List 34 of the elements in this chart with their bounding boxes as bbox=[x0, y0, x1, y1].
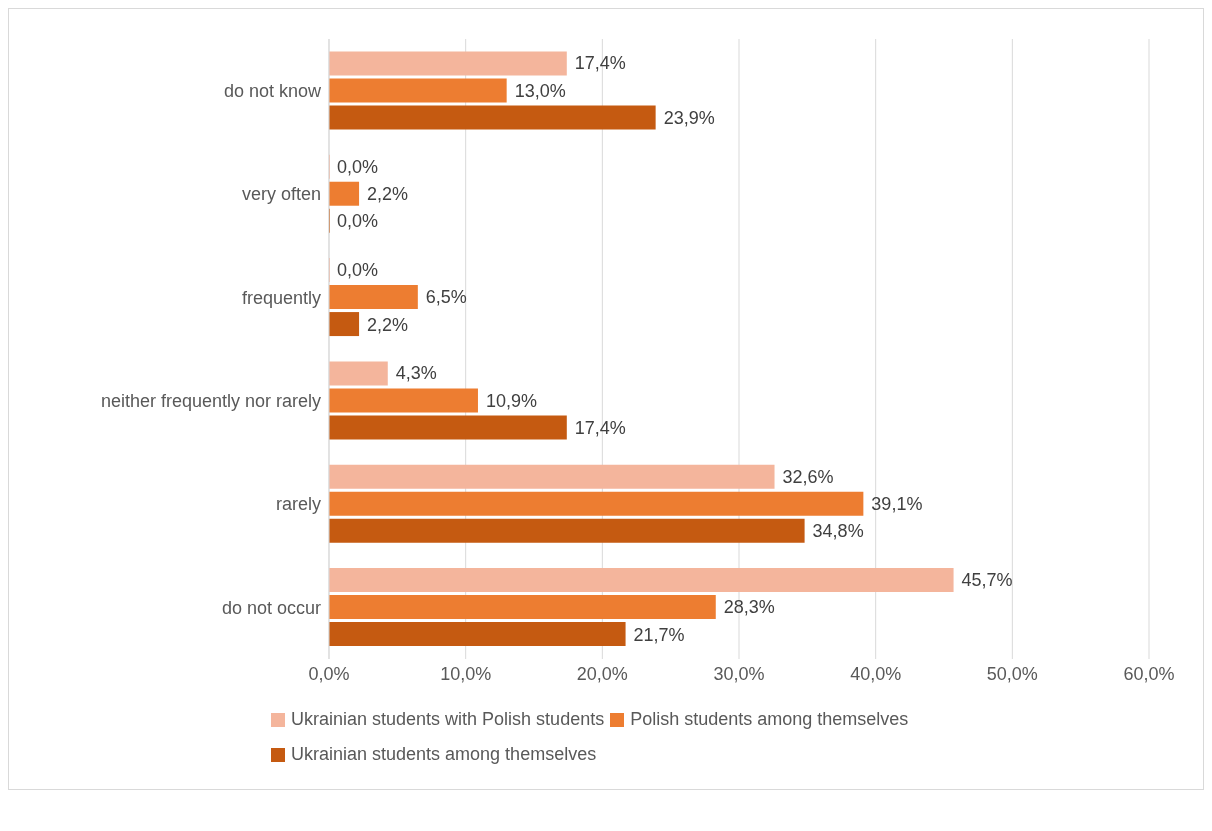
data-label: 0,0% bbox=[337, 156, 379, 177]
data-label: 2,2% bbox=[367, 314, 409, 335]
y-tick-label: neither frequently nor rarely bbox=[100, 391, 321, 412]
x-tick-label: 20,0% bbox=[576, 663, 628, 684]
data-label: 17,4% bbox=[574, 53, 626, 74]
y-tick-label: do not know bbox=[223, 81, 322, 102]
data-label: 45,7% bbox=[961, 570, 1013, 591]
data-label: 32,6% bbox=[782, 466, 834, 487]
y-tick-label: very often bbox=[241, 184, 321, 205]
x-tick-label: 60,0% bbox=[1123, 663, 1175, 684]
y-tick-label: rarely bbox=[275, 494, 321, 515]
data-label: 0,0% bbox=[337, 211, 379, 232]
x-tick-label: 30,0% bbox=[713, 663, 765, 684]
y-tick-label: do not occur bbox=[221, 597, 321, 618]
data-label: 34,8% bbox=[812, 521, 864, 542]
legend-label: Ukrainian students with Polish students bbox=[291, 709, 605, 730]
x-tick-label: 0,0% bbox=[308, 663, 350, 684]
legend-label: Polish students among themselves bbox=[630, 709, 909, 730]
x-tick-label: 40,0% bbox=[850, 663, 902, 684]
data-label: 17,4% bbox=[574, 417, 626, 438]
x-tick-label: 50,0% bbox=[986, 663, 1038, 684]
data-label: 21,7% bbox=[633, 624, 685, 645]
y-tick-label: frequently bbox=[241, 287, 321, 308]
data-label: 4,3% bbox=[395, 363, 437, 384]
data-label: 23,9% bbox=[663, 107, 715, 128]
data-label: 0,0% bbox=[337, 260, 379, 281]
data-label: 10,9% bbox=[485, 390, 538, 411]
data-label: 13,0% bbox=[514, 80, 566, 101]
x-tick-label: 10,0% bbox=[440, 663, 492, 684]
data-label: 6,5% bbox=[425, 287, 467, 308]
data-label: 39,1% bbox=[871, 494, 923, 514]
data-label: 28,3% bbox=[723, 597, 775, 618]
legend-label: Ukrainian students among themselves bbox=[291, 744, 597, 765]
data-label: 2,2% bbox=[367, 184, 409, 204]
